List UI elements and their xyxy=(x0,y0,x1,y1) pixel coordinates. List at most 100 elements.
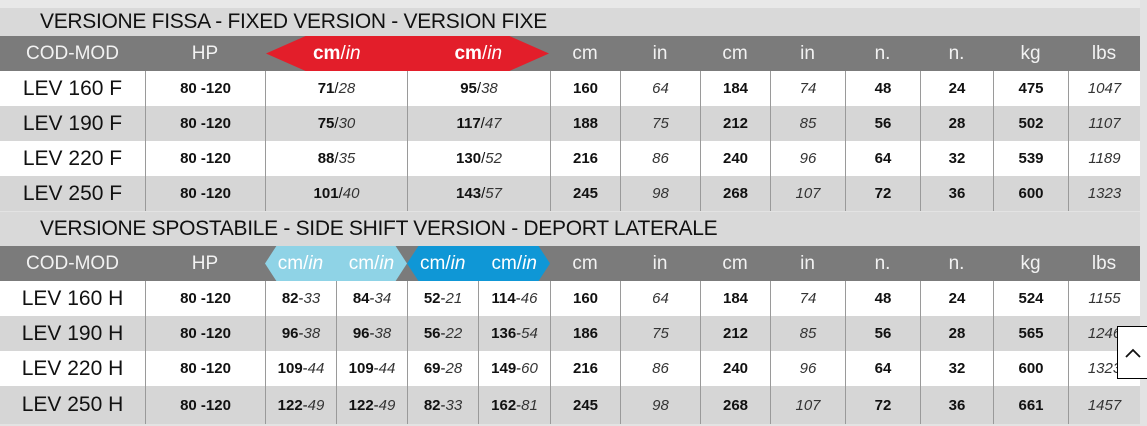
dimension-c: 82 - 33 xyxy=(407,386,478,424)
cm-value: 162 xyxy=(491,396,517,414)
separator: / xyxy=(480,115,485,132)
in-value: 30 xyxy=(338,115,356,132)
in-value: 52 xyxy=(485,150,502,167)
cm-value: 117 xyxy=(456,115,481,132)
in-value: 35 xyxy=(338,150,356,167)
separator: - xyxy=(369,325,375,342)
value-cell: 72 xyxy=(845,386,920,424)
in-value: 46 xyxy=(520,290,538,307)
scroll-to-top-button[interactable] xyxy=(1117,326,1147,379)
table-row: LEV 160 H 80 -120 82 - 33 84 - 34 52 - 21 114… xyxy=(0,281,1140,316)
dimension-a: 82 - 33 xyxy=(265,281,336,316)
arrow-unit-label: cm/in xyxy=(312,42,361,64)
value-cell: 565 xyxy=(993,316,1068,351)
dimension-b: 122 - 49 xyxy=(336,386,407,424)
cm-value: 130 xyxy=(456,150,482,167)
value-cell: 28 xyxy=(920,106,993,141)
table-row: LEV 190 F 80 -120 75/30 117/47 188 75 212 85 56 2… xyxy=(0,106,1140,141)
column-header: n. xyxy=(874,252,891,274)
in-value: 49 xyxy=(378,396,396,414)
dimension-a: 88/35 xyxy=(265,141,407,176)
value-cell: 502 xyxy=(993,106,1068,141)
value-cell: 86 xyxy=(620,141,700,176)
model-code: LEV 250 H xyxy=(21,393,124,416)
value-cell: 36 xyxy=(920,176,993,211)
column-header: lbs xyxy=(1091,42,1117,64)
value-cell: 96 xyxy=(770,351,845,386)
value-cell: 661 xyxy=(993,386,1068,424)
column-header: HP xyxy=(191,42,219,64)
in-value: 28 xyxy=(445,360,463,377)
arrow-unit-label: cm/in xyxy=(420,252,466,274)
column-header: lbs xyxy=(1091,252,1117,274)
value-cell: 184 xyxy=(700,71,770,106)
dimension-c: 69 - 28 xyxy=(407,351,478,386)
cm-value: 122 xyxy=(277,396,303,414)
column-header: in xyxy=(652,252,668,274)
separator: / xyxy=(481,185,486,202)
value-cell: 1189 xyxy=(1068,141,1140,176)
in-value: 40 xyxy=(342,185,360,202)
value-cell: 240 xyxy=(700,351,770,386)
value-cell: 74 xyxy=(770,281,845,316)
in-value: 28 xyxy=(338,80,356,97)
value-cell: 64 xyxy=(845,351,920,386)
in-value: 33 xyxy=(445,396,463,414)
value-cell: 240 xyxy=(700,141,770,176)
value-cell: 1323 xyxy=(1068,351,1140,386)
column-header: COD-MOD xyxy=(26,252,119,274)
arrow-unit-label: cm/in xyxy=(491,252,537,274)
dimension-b: 96 - 38 xyxy=(336,316,407,351)
header-row: COD-MOD HP cm in cm in n. n. kg lbs cm/in cm/in cm/i… xyxy=(0,246,1140,281)
dimension-b: 130/52 xyxy=(407,141,550,176)
chevron-up-icon xyxy=(1124,348,1141,358)
value-cell: 160 xyxy=(550,71,620,106)
in-value: 33 xyxy=(303,290,321,307)
value-cell: 64 xyxy=(620,281,700,316)
value-cell: 1155 xyxy=(1068,281,1140,316)
value-cell: 48 xyxy=(845,71,920,106)
cm-value: 56 xyxy=(423,325,441,342)
value-cell: 160 xyxy=(550,281,620,316)
value-cell: 75 xyxy=(620,316,700,351)
in-value: 49 xyxy=(307,396,325,414)
value-cell: 1457 xyxy=(1068,386,1140,424)
section-title: VERSIONE FISSA - FIXED VERSION - VERSION… xyxy=(0,8,1140,36)
value-cell: 86 xyxy=(620,351,700,386)
separator: / xyxy=(334,150,339,167)
value-cell: 184 xyxy=(700,281,770,316)
cm-value: 149 xyxy=(491,360,517,377)
dimension-a: 109 - 44 xyxy=(265,351,336,386)
value-cell: 268 xyxy=(700,386,770,424)
in-value: 81 xyxy=(521,396,538,414)
value-cell: 216 xyxy=(550,351,620,386)
separator: - xyxy=(373,396,379,414)
in-value: 57 xyxy=(485,185,502,202)
hp-range: 80 -120 xyxy=(145,71,265,106)
value-cell: 188 xyxy=(550,106,620,141)
table-row: LEV 220 F 80 -120 88/35 130/52 216 86 240 96 64 3… xyxy=(0,141,1140,176)
separator: - xyxy=(516,325,522,342)
separator: - xyxy=(440,325,446,342)
value-cell: 72 xyxy=(845,176,920,211)
value-cell: 107 xyxy=(770,176,845,211)
separator: - xyxy=(302,360,308,377)
hp-range: 80 -120 xyxy=(145,281,265,316)
hp-range: 80 -120 xyxy=(145,386,265,424)
separator: - xyxy=(298,290,304,307)
value-cell: 1107 xyxy=(1068,106,1140,141)
model-code: LEV 220 H xyxy=(21,356,124,380)
hp-range: 80 -120 xyxy=(145,316,265,351)
column-header: cm xyxy=(572,252,598,274)
model-code: LEV 250 F xyxy=(22,181,123,205)
value-cell: 75 xyxy=(620,106,700,141)
value-cell: 74 xyxy=(770,71,845,106)
arrow-unit-label: cm/in xyxy=(454,42,503,64)
in-value: 60 xyxy=(521,360,538,377)
model-code: LEV 190 H xyxy=(21,321,124,345)
cm-value: 101 xyxy=(313,185,339,202)
in-value: 38 xyxy=(303,325,321,342)
model-code: LEV 160 H xyxy=(21,286,124,310)
cm-value: 82 xyxy=(423,396,441,414)
value-cell: 48 xyxy=(845,281,920,316)
